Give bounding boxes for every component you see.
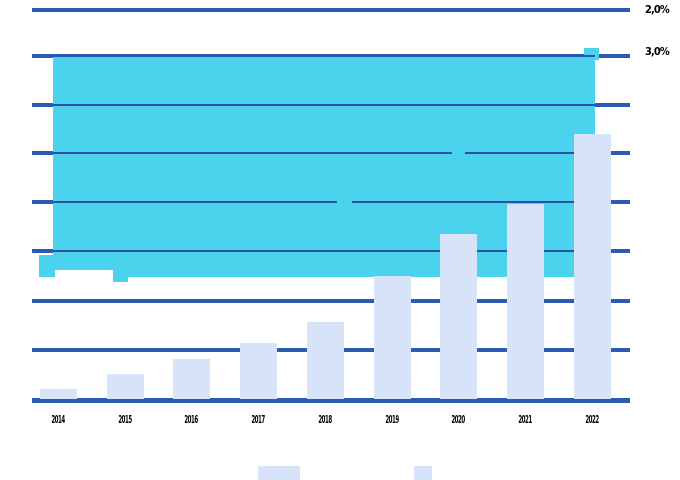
gridline-over-band	[53, 55, 595, 57]
bar-2015[interactable]	[107, 374, 144, 399]
gridline-over-band	[53, 152, 452, 154]
x-axis-label: 2020	[451, 413, 465, 426]
x-axis-label: 2015	[118, 413, 132, 426]
x-axis-label: 2022	[585, 413, 599, 426]
gridline-over-band	[53, 201, 337, 203]
cyan-band-area	[113, 262, 128, 282]
gridline	[32, 299, 630, 303]
gridline-over-band	[352, 201, 595, 203]
right-axis-label: 2,0%	[645, 3, 670, 16]
x-axis-label: 2017	[251, 413, 265, 426]
x-axis-line	[32, 398, 630, 403]
bar-2022[interactable]	[574, 134, 611, 399]
cyan-band-area	[53, 57, 595, 270]
x-axis-label: 2014	[51, 413, 65, 426]
bar-2016[interactable]	[173, 359, 210, 399]
bar-2018[interactable]	[307, 322, 344, 399]
gridline-over-band	[53, 250, 595, 252]
bar-2019[interactable]	[374, 276, 411, 399]
gridline	[32, 8, 630, 12]
cyan-band-area	[128, 262, 595, 277]
cyan-band-area	[39, 255, 55, 277]
right-axis-label: 3,0%	[645, 45, 670, 58]
x-axis-label: 2018	[318, 413, 332, 426]
bar-2020[interactable]	[440, 234, 477, 399]
cyan-band-area	[584, 48, 599, 60]
bar-2017[interactable]	[240, 343, 277, 399]
legend-swatch[interactable]	[258, 466, 300, 480]
x-axis-label: 2019	[385, 413, 399, 426]
gridline-over-band	[53, 104, 595, 106]
gridline-over-band	[465, 152, 595, 154]
legend-swatch[interactable]	[414, 466, 432, 480]
bar-2021[interactable]	[507, 204, 544, 399]
x-axis-label: 2021	[518, 413, 532, 426]
bar-2014[interactable]	[40, 389, 77, 399]
x-axis-label: 2016	[184, 413, 198, 426]
